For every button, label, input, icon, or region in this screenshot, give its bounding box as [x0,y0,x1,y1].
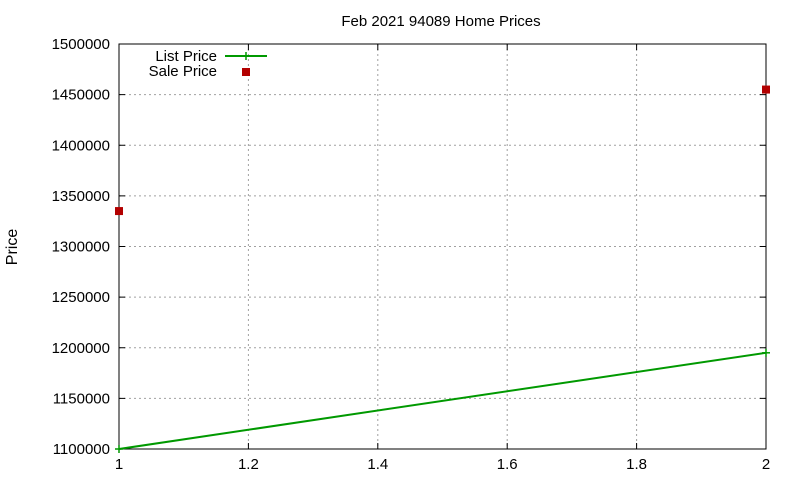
y-tick-label: 1450000 [52,87,110,104]
y-tick-label: 1400000 [52,137,110,154]
legend-label-sale-price: Sale Price [149,63,217,80]
legend-label-list-price: List Price [155,48,217,65]
y-axis-title: Price [4,229,21,266]
data-point-list-price [762,348,770,357]
series-line-list-price [118,351,767,450]
legend-sample-sale-price-marker [242,68,250,76]
x-tick-label: 1.8 [626,456,647,473]
legend: List Price Sale Price [149,48,267,80]
x-tick-label: 2 [762,456,770,473]
y-tick-label: 1350000 [52,188,110,205]
x-tick-label: 1 [115,456,123,473]
plot-area [115,85,770,453]
y-tick-label: 1500000 [52,36,110,53]
chart-title: Feb 2021 94089 Home Prices [341,13,540,30]
x-tick-label: 1.6 [497,456,518,473]
plot-frame [118,43,767,450]
y-tick-label: 1100000 [53,441,110,458]
x-tick-label: 1.4 [367,456,388,473]
axes: 1 1.2 1.4 1.6 1.8 2 1100000 1150000 1200000 12500… [52,36,771,473]
y-tick-label: 1250000 [52,289,110,306]
y-tick-label: 1150000 [53,390,110,407]
data-point-sale-price [115,207,123,216]
y-tick-label: 1300000 [52,239,110,256]
data-point-sale-price [762,85,770,94]
x-tick-label: 1.2 [238,456,259,473]
legend-sample-list-price-marker [242,52,250,60]
data-point-list-price [115,445,123,453]
grid [119,44,766,449]
y-tick-label: 1200000 [52,340,110,357]
